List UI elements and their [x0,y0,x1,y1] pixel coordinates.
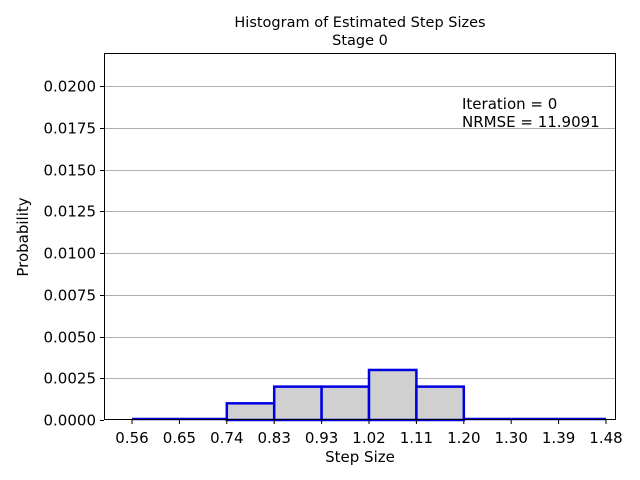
x-tick-label: 0.65 [163,429,196,447]
x-tick-label: 1.30 [494,429,527,447]
histogram-bar [225,402,276,422]
x-axis-ticks: 0.56 0.65 0.74 0.83 0.93 1.02 1.11 1.20 1.30 1.39… [115,420,623,447]
x-tick-label: 1.39 [542,429,575,447]
y-tick-label: 0.0075 [44,287,97,305]
grid-lines [104,86,616,379]
y-tick-label: 0.0125 [44,203,97,221]
histogram-bar [415,385,466,422]
histogram-bar [320,385,371,422]
y-tick-label: 0.0100 [44,245,97,263]
y-axis-ticks: 0.0000 0.0025 0.0050 0.0075 0.0100 0.0125 0.01… [44,78,104,430]
y-tick-label: 0.0025 [44,370,97,388]
x-tick-label: 0.74 [210,429,243,447]
y-tick-label: 0.0000 [44,412,97,430]
y-tick-label: 0.0050 [44,329,97,347]
x-tick-label: 0.93 [305,429,338,447]
iteration-annotation: Iteration = 0 [462,95,557,113]
y-axis-label: Probability [14,197,32,276]
chart-subtitle: Stage 0 [332,33,388,49]
y-tick-label: 0.0200 [44,78,97,96]
nrmse-annotation: NRMSE = 11.9091 [462,113,600,131]
y-tick-label: 0.0175 [44,120,97,138]
x-tick-label: 0.83 [257,429,290,447]
x-tick-label: 0.56 [115,429,148,447]
x-axis-label: Step Size [325,448,395,466]
x-tick-label: 1.02 [352,429,385,447]
histogram-bar [272,385,323,422]
x-tick-label: 1.11 [400,429,433,447]
histogram-bar [367,368,418,422]
chart-title: Histogram of Estimated Step Sizes [234,15,485,31]
histogram-bars [132,368,606,422]
y-tick-label: 0.0150 [44,162,97,180]
x-tick-label: 1.20 [447,429,480,447]
x-tick-label: 1.48 [589,429,622,447]
plot-frame [104,53,616,420]
